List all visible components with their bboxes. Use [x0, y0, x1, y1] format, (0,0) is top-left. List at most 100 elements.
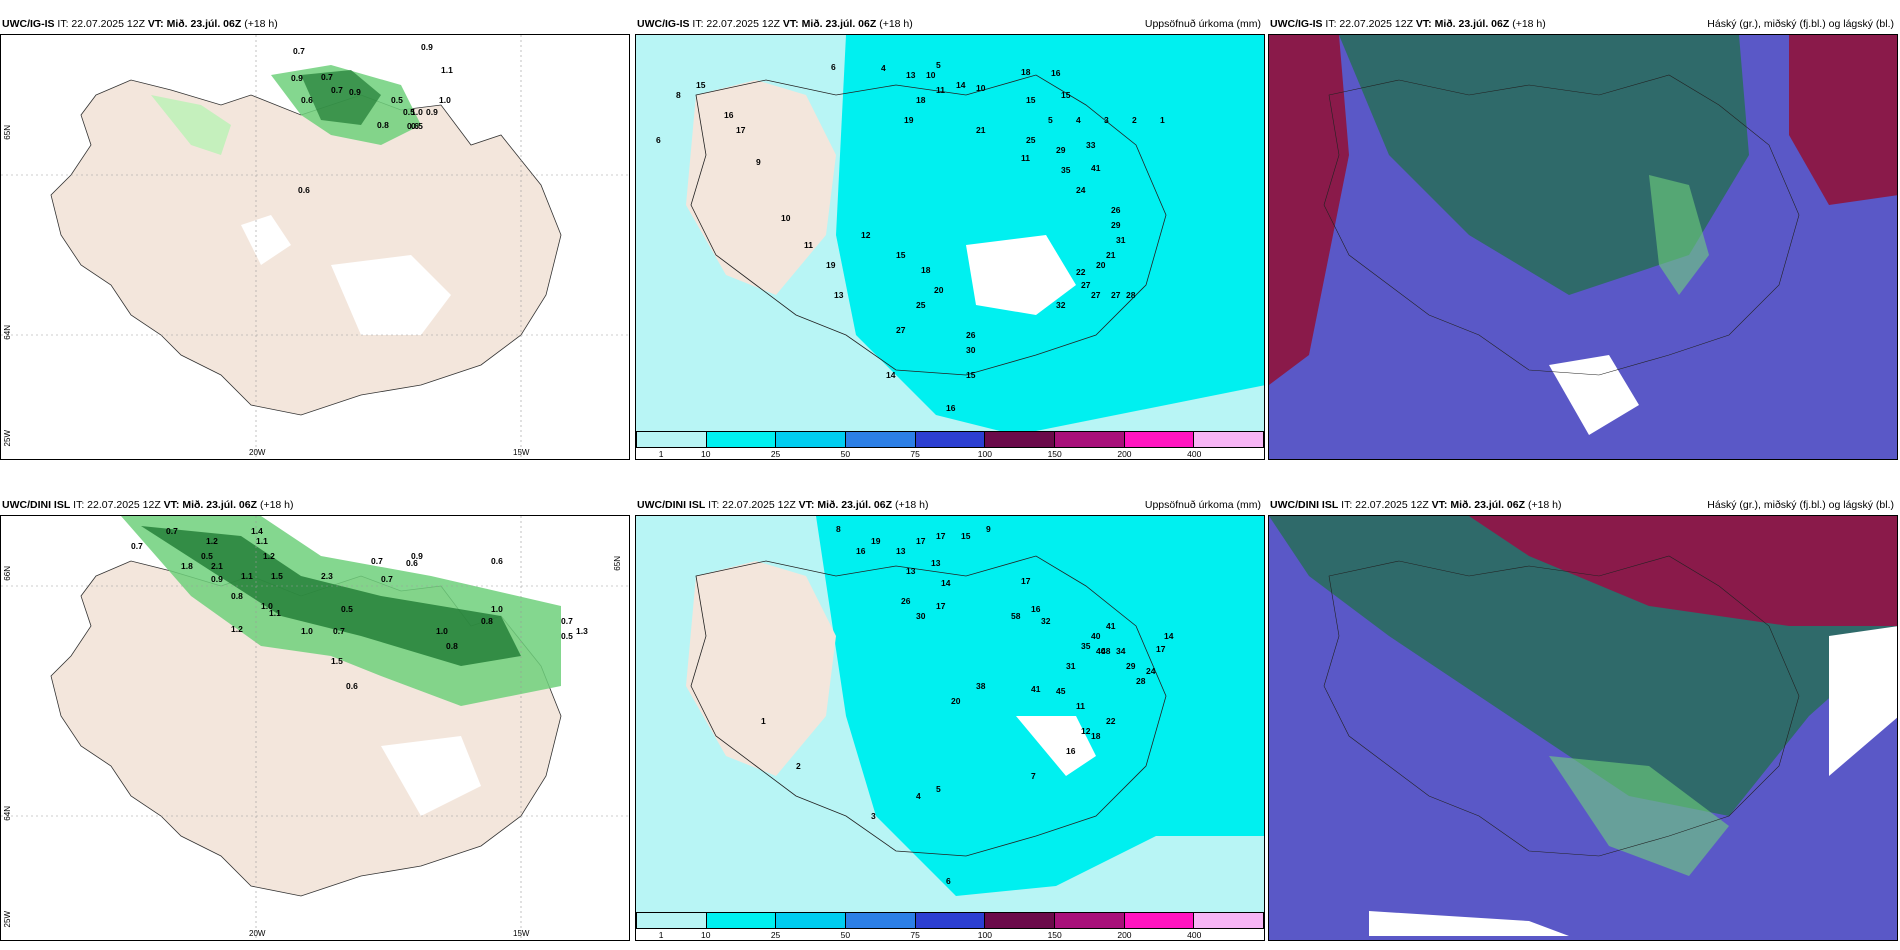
value-label: 0.7	[166, 526, 178, 536]
accum-map: 8 17 9 13 16 19 17 15 13 13 14 17 17 26 30 38 20 58 16 40 41…	[635, 515, 1265, 941]
value-label: 13	[906, 566, 916, 576]
value-label: 11	[1076, 701, 1085, 711]
value-label: 10	[926, 70, 936, 80]
value-label: 9	[986, 524, 991, 534]
colorbar-cells	[636, 431, 1264, 448]
value-label: 38	[976, 681, 986, 691]
value-label: 6	[831, 62, 836, 72]
value-label: 0.7	[381, 574, 393, 584]
colorbar-tick-label: 25	[770, 930, 781, 940]
value-label: 1.1	[269, 608, 281, 618]
lat-label-65n: 65N	[3, 125, 12, 140]
value-label: 27	[1081, 280, 1091, 290]
value-label: 20	[934, 285, 944, 295]
value-label: 1.1	[256, 536, 268, 546]
value-label: 14	[886, 370, 896, 380]
value-label: 1.0	[491, 604, 503, 614]
value-label: 26	[901, 596, 911, 606]
panel-dini-precip: UWC/DINI ISL IT: 22.07.2025 12Z VT: Mið.…	[0, 495, 630, 941]
value-label: 33	[1086, 140, 1096, 150]
value-label: 27	[1111, 290, 1121, 300]
precip-map-svg	[1, 516, 629, 940]
value-label: 20	[1096, 260, 1106, 270]
value-label: 1	[1160, 115, 1165, 125]
value-label: 31	[1066, 661, 1076, 671]
value-label: 6	[946, 876, 951, 886]
value-label: 1	[761, 716, 766, 726]
value-label: 12	[861, 230, 871, 240]
colorbar-tick-label: 10	[701, 449, 711, 459]
value-label: 2.1	[211, 561, 223, 571]
cloud-map-svg	[1269, 516, 1897, 940]
value-label: 1.2	[206, 536, 218, 546]
panel-header: UWC/DINI ISL IT: 22.07.2025 12Z VT: Mið.…	[637, 499, 1261, 511]
lat-label-64n: 64N	[3, 325, 12, 340]
value-label: 32	[1041, 616, 1051, 626]
value-label: 17	[936, 601, 946, 611]
value-label: 1.8	[181, 561, 193, 571]
value-label: 0.5	[341, 604, 353, 614]
value-label: 5	[1048, 115, 1053, 125]
colorbar: 1 10 25 50 75 100 150 200 400	[636, 912, 1264, 940]
value-label: 1.3	[576, 626, 588, 636]
value-label: 22	[1076, 267, 1086, 277]
value-label: 25	[1026, 135, 1036, 145]
colorbar-tick-label: 25	[770, 449, 781, 459]
value-label: 0.8	[481, 616, 493, 626]
value-label: 28	[1136, 676, 1146, 686]
value-label: 1.5	[271, 571, 283, 581]
value-label: 18	[921, 265, 931, 275]
value-label: 2	[796, 761, 801, 771]
value-label: 16	[1031, 604, 1041, 614]
value-label: 7	[1031, 771, 1036, 781]
value-label: 19	[826, 260, 836, 270]
value-label: 19	[871, 536, 881, 546]
value-label: 41	[1106, 621, 1116, 631]
value-label: 1.2	[263, 551, 275, 561]
lon-label-20w: 20W	[249, 929, 266, 938]
value-label: 0.7	[371, 556, 383, 566]
value-label: 1.0	[261, 601, 273, 611]
lat-label-65n: 65N	[613, 556, 622, 571]
value-label: 1.0	[436, 626, 448, 636]
value-label: 12	[1081, 726, 1091, 736]
panel-ig-accum: UWC/IG-IS IT: 22.07.2025 12Z VT: Mið. 23…	[635, 14, 1265, 460]
value-label: 0.7	[321, 72, 333, 82]
value-label: 30	[916, 611, 926, 621]
value-label: 15	[1026, 95, 1036, 105]
value-label: 26	[966, 330, 976, 340]
value-label: 1.0	[439, 95, 451, 105]
panel-header: UWC/IG-IS IT: 22.07.2025 12Z VT: Mið. 23…	[2, 18, 278, 30]
value-label: 14	[956, 80, 966, 90]
panel-ig-precip: UWC/IG-IS IT: 22.07.2025 12Z VT: Mið. 23…	[0, 14, 630, 460]
value-label: 17	[916, 536, 926, 546]
value-label: 6	[656, 135, 661, 145]
value-label: 14	[1164, 631, 1174, 641]
value-label: 17	[1021, 576, 1031, 586]
colorbar-tick-label: 75	[910, 930, 920, 940]
panel-header: UWC/IG-IS IT: 22.07.2025 12Z VT: Mið. 23…	[1270, 18, 1894, 30]
colorbar-tick-label: 400	[1187, 449, 1202, 459]
panel-dini-cloud: UWC/DINI ISL IT: 22.07.2025 12Z VT: Mið.…	[1268, 495, 1898, 941]
value-label: 16	[724, 110, 734, 120]
panel-header: UWC/DINI ISL IT: 22.07.2025 12Z VT: Mið.…	[1270, 499, 1894, 511]
value-label: 41	[1031, 684, 1041, 694]
value-label: 3	[871, 811, 876, 821]
value-label: 9	[756, 157, 761, 167]
colorbar-tick-label: 200	[1117, 930, 1132, 940]
value-label: 0.7	[331, 85, 343, 95]
value-label: 16	[946, 403, 956, 413]
panel-ig-cloud: UWC/IG-IS IT: 22.07.2025 12Z VT: Mið. 23…	[1268, 14, 1898, 460]
value-label: 0.6	[346, 681, 358, 691]
value-label: 24	[1146, 666, 1156, 676]
cloud-map	[1268, 515, 1898, 941]
accum-map-svg	[636, 35, 1264, 459]
colorbar-tick-label: 400	[1187, 930, 1202, 940]
value-label: 0.5	[403, 107, 415, 117]
value-label: 1.2	[231, 624, 243, 634]
cloud-map	[1268, 34, 1898, 460]
value-label: 0.5	[201, 551, 213, 561]
lon-label-20w: 20W	[249, 448, 266, 457]
value-label: 15	[896, 250, 906, 260]
value-label: 14	[941, 578, 951, 588]
